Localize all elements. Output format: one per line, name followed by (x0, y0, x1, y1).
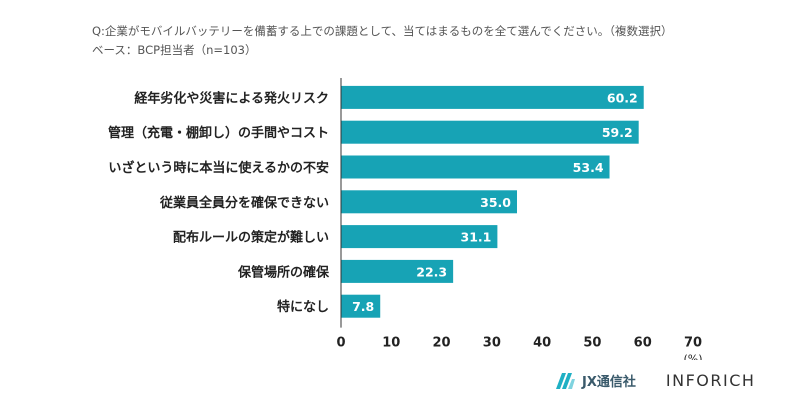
category-label: いざという時に本当に使えるかの不安 (108, 160, 329, 176)
x-tick-label: 50 (583, 336, 601, 351)
value-label: 53.4 (573, 160, 604, 175)
bar (341, 190, 517, 214)
category-label: 従業員全員分を確保できない (159, 195, 329, 211)
bar (341, 120, 639, 144)
x-tick-label: 60 (634, 336, 652, 351)
value-label: 35.0 (480, 195, 511, 210)
value-label: 7.8 (352, 299, 374, 314)
bar (341, 294, 381, 318)
inforich-logo: INFORICH (665, 370, 756, 390)
base-text: ベース：BCP担当者（n=103） (92, 43, 257, 57)
bar (341, 85, 644, 109)
value-label: 59.2 (602, 125, 633, 140)
jx-stripes-icon (556, 373, 575, 389)
value-label: 31.1 (461, 230, 492, 245)
bars-layer: 経年劣化や災害による発火リスク 60.2 管理（充電・棚卸し）の手間やコスト 59.2… (108, 85, 644, 318)
bar (341, 225, 498, 249)
category-label: 経年劣化や災害による発火リスク (134, 90, 329, 106)
x-tick-label: 20 (433, 336, 451, 351)
unit-label: (%) (683, 353, 702, 360)
jx-logo-text: JX通信社 (582, 374, 636, 390)
value-label: 60.2 (607, 90, 638, 105)
question-text: Q:企業がモバイルバッテリーを備蓄する上での課題として、当てはまるものを全て選ん… (92, 24, 673, 38)
category-label: 特になし (277, 299, 329, 315)
x-tick-label: 30 (483, 336, 501, 351)
category-label: 配布ルールの策定が難しい (173, 230, 329, 246)
x-tick-label: 0 (336, 336, 345, 351)
bar (341, 259, 454, 283)
value-label: 22.3 (416, 264, 447, 279)
x-tick-label: 40 (533, 336, 551, 351)
x-tick-label: 10 (382, 336, 400, 351)
chart-header: Q:企業がモバイルバッテリーを備蓄する上での課題として、当てはまるものを全て選ん… (92, 22, 672, 60)
x-axis: 0 10 20 30 40 50 60 70 (336, 78, 702, 351)
category-label: 管理（充電・棚卸し）の手間やコスト (108, 125, 329, 141)
bar-chart: 経年劣化や災害による発火リスク 60.2 管理（充電・棚卸し）の手間やコスト 59.2… (108, 78, 703, 360)
category-label: 保管場所の確保 (237, 264, 330, 280)
footer-logos: JX通信社 INFORICH (554, 367, 755, 393)
bar (341, 155, 610, 179)
x-tick-label: 70 (684, 336, 702, 351)
